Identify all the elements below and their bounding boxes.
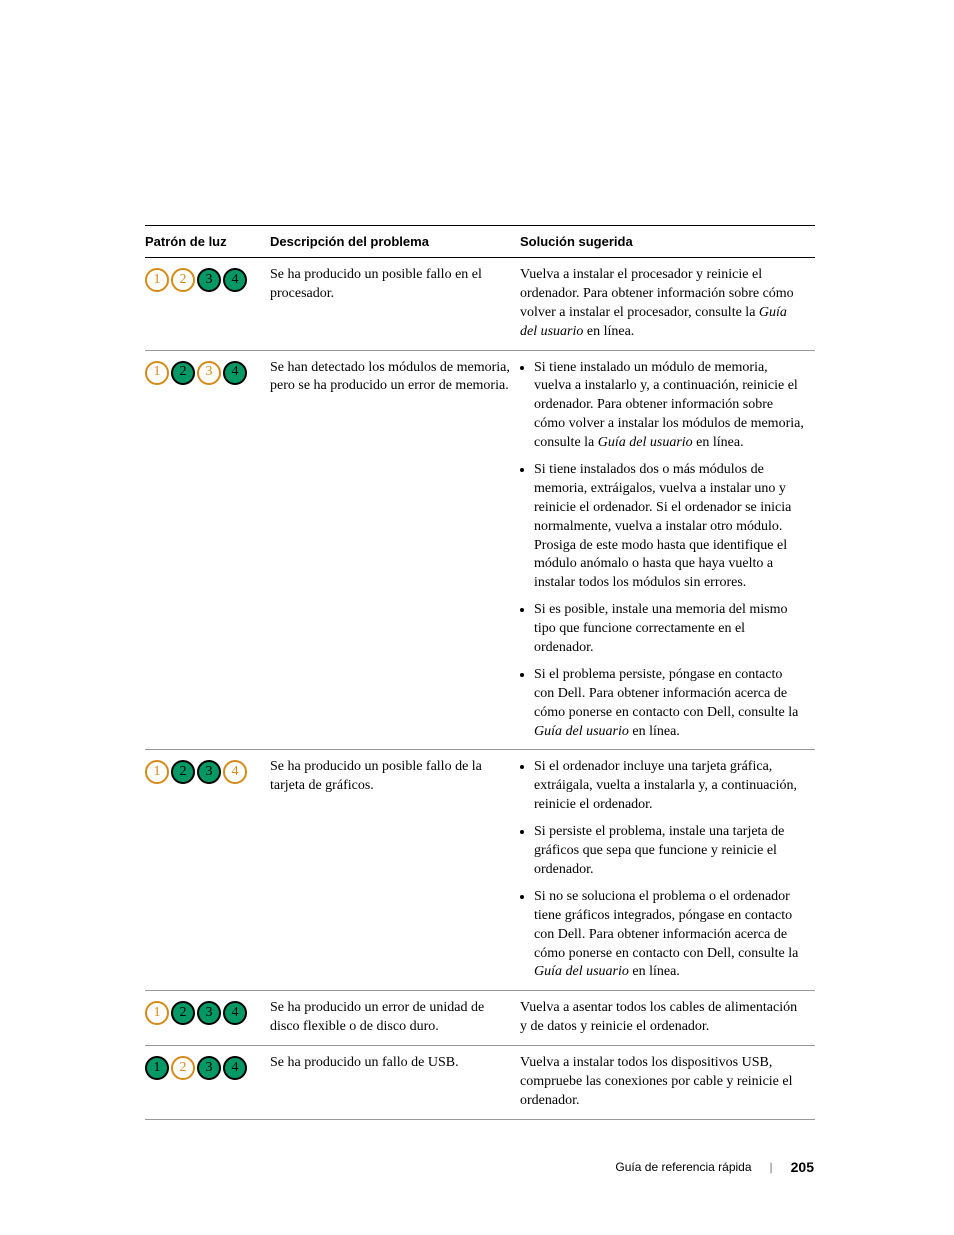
document-page: Patrón de luz Descripción del problema S… xyxy=(0,0,954,1235)
led-pattern-cell: 1234 xyxy=(145,991,270,1046)
diagnostic-table: Patrón de luz Descripción del problema S… xyxy=(145,225,815,1120)
led-pattern: 1234 xyxy=(145,266,260,292)
led-pattern: 1234 xyxy=(145,359,260,385)
table-row: 1234 Se ha producido un posible fallo en … xyxy=(145,258,815,351)
led-pattern: 1234 xyxy=(145,758,260,784)
led-off-icon: 1 xyxy=(145,361,169,385)
footer-title: Guía de referencia rápida xyxy=(615,1160,751,1174)
solution-list-item: Si es posible, instale una memoria del m… xyxy=(534,601,805,658)
led-on-icon: 3 xyxy=(197,760,221,784)
led-off-icon: 1 xyxy=(145,760,169,784)
led-on-icon: 3 xyxy=(197,1056,221,1080)
solution-list: Si el ordenador incluye una tarjeta gráf… xyxy=(520,758,805,982)
header-pattern: Patrón de luz xyxy=(145,226,270,258)
led-on-icon: 4 xyxy=(223,1001,247,1025)
led-pattern-cell: 1234 xyxy=(145,350,270,750)
solution-list-item: Si no se soluciona el problema o el orde… xyxy=(534,888,805,982)
table-row: 1234 Se ha producido un fallo de USB.Vuel… xyxy=(145,1046,815,1120)
led-pattern: 1234 xyxy=(145,1054,260,1080)
solution-text: Vuelva a instalar todos los dispositivos… xyxy=(520,1054,805,1111)
led-on-icon: 2 xyxy=(171,1001,195,1025)
header-problem: Descripción del problema xyxy=(270,226,520,258)
led-off-icon: 2 xyxy=(171,1056,195,1080)
led-on-icon: 1 xyxy=(145,1056,169,1080)
header-solution: Solución sugerida xyxy=(520,226,815,258)
led-on-icon: 3 xyxy=(197,268,221,292)
problem-cell: Se ha producido un fallo de USB. xyxy=(270,1046,520,1120)
table-header-row: Patrón de luz Descripción del problema S… xyxy=(145,226,815,258)
led-off-icon: 1 xyxy=(145,1001,169,1025)
table-row: 1234 Se ha producido un error de unidad d… xyxy=(145,991,815,1046)
led-off-icon: 1 xyxy=(145,268,169,292)
solution-cell: Vuelva a asentar todos los cables de ali… xyxy=(520,991,815,1046)
solution-list-item: Si persiste el problema, instale una tar… xyxy=(534,823,805,880)
solution-list: Si tiene instalado un módulo de memoria,… xyxy=(520,359,805,742)
solution-list-item: Si tiene instalados dos o más módulos de… xyxy=(534,461,805,593)
led-off-icon: 4 xyxy=(223,760,247,784)
led-pattern-cell: 1234 xyxy=(145,1046,270,1120)
solution-list-item: Si el problema persiste, póngase en cont… xyxy=(534,666,805,742)
problem-cell: Se han detectado los módulos de memoria,… xyxy=(270,350,520,750)
problem-cell: Se ha producido un posible fallo de la t… xyxy=(270,750,520,991)
led-on-icon: 2 xyxy=(171,760,195,784)
solution-cell: Vuelva a instalar el procesador y reinic… xyxy=(520,258,815,351)
led-pattern-cell: 1234 xyxy=(145,258,270,351)
solution-list-item: Si tiene instalado un módulo de memoria,… xyxy=(534,359,805,453)
table-row: 1234 Se han detectado los módulos de memo… xyxy=(145,350,815,750)
solution-text: Vuelva a instalar el procesador y reinic… xyxy=(520,266,805,342)
led-pattern: 1234 xyxy=(145,999,260,1025)
table-row: 1234 Se ha producido un posible fallo de … xyxy=(145,750,815,991)
problem-cell: Se ha producido un posible fallo en el p… xyxy=(270,258,520,351)
led-pattern-cell: 1234 xyxy=(145,750,270,991)
led-off-icon: 2 xyxy=(171,268,195,292)
solution-cell: Vuelva a instalar todos los dispositivos… xyxy=(520,1046,815,1120)
page-footer: Guía de referencia rápida | 205 xyxy=(615,1159,814,1175)
solution-cell: Si tiene instalado un módulo de memoria,… xyxy=(520,350,815,750)
led-on-icon: 4 xyxy=(223,1056,247,1080)
footer-page-number: 205 xyxy=(791,1159,814,1175)
problem-cell: Se ha producido un error de unidad de di… xyxy=(270,991,520,1046)
solution-cell: Si el ordenador incluye una tarjeta gráf… xyxy=(520,750,815,991)
led-off-icon: 3 xyxy=(197,361,221,385)
solution-text: Vuelva a asentar todos los cables de ali… xyxy=(520,999,805,1037)
led-on-icon: 2 xyxy=(171,361,195,385)
solution-list-item: Si el ordenador incluye una tarjeta gráf… xyxy=(534,758,805,815)
led-on-icon: 4 xyxy=(223,268,247,292)
led-on-icon: 3 xyxy=(197,1001,221,1025)
footer-separator: | xyxy=(770,1160,773,1174)
led-on-icon: 4 xyxy=(223,361,247,385)
